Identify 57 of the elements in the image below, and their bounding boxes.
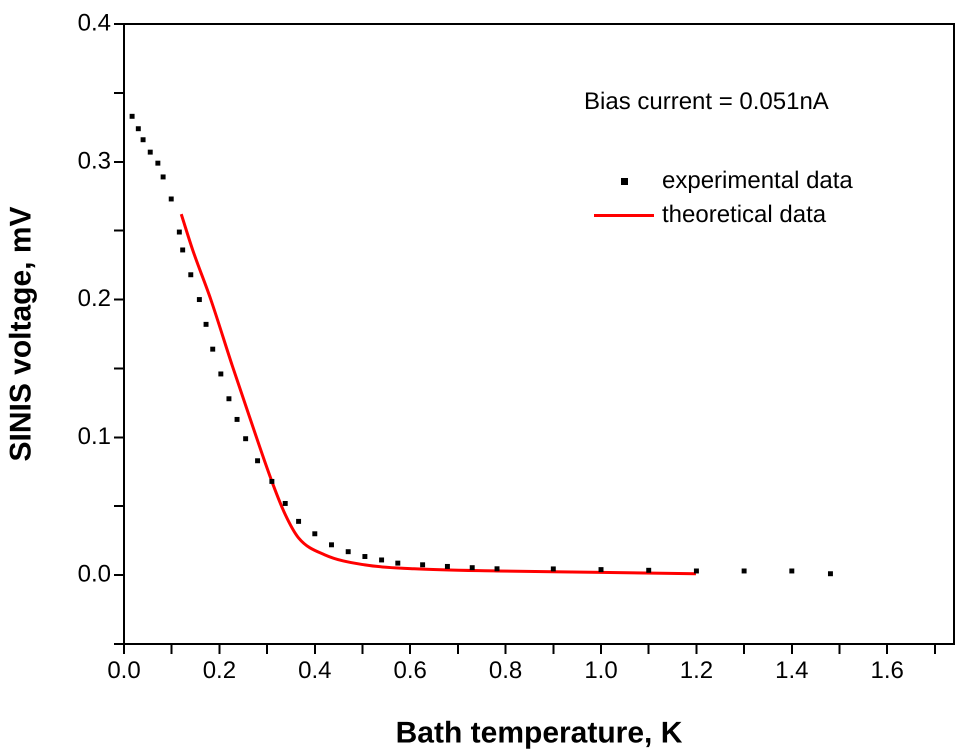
x-tick-label: 0.8 [488, 657, 522, 684]
x-tick-label: 0.0 [107, 657, 141, 684]
annotation: Bias current = 0.051nA [584, 88, 829, 116]
point [180, 247, 186, 252]
point [255, 458, 260, 464]
y-tick-label: 0.3 [78, 147, 111, 174]
x-axis-title: Bath temperature, K [396, 716, 683, 750]
point [312, 531, 318, 536]
point [470, 565, 475, 570]
point [395, 560, 400, 566]
point [130, 114, 135, 119]
y-tick-label: 0.1 [78, 422, 111, 450]
point [243, 436, 248, 442]
point [550, 566, 556, 572]
point [160, 174, 166, 180]
point [204, 322, 209, 327]
point [168, 196, 174, 202]
x-tick-label: 1.4 [775, 657, 809, 684]
point [226, 396, 232, 402]
point [196, 297, 202, 302]
point [346, 549, 351, 554]
x-tick-label: 0.2 [202, 657, 236, 684]
point [329, 542, 334, 548]
point [789, 568, 794, 574]
x-tick-label: 1.2 [680, 657, 714, 684]
point [188, 272, 194, 278]
legend-label: theoretical data [662, 201, 826, 229]
y-tick-label: 0.2 [78, 285, 111, 312]
point [598, 567, 604, 572]
point [379, 557, 384, 562]
point [155, 160, 160, 166]
point [646, 568, 652, 573]
point [420, 562, 426, 568]
point [494, 566, 500, 572]
point [742, 568, 747, 574]
point [694, 568, 699, 574]
point [296, 518, 302, 524]
point [444, 564, 450, 569]
point [210, 346, 216, 352]
x-tick-label: 0.4 [298, 657, 332, 684]
point [269, 478, 274, 484]
y-tick-label: 0.4 [78, 10, 111, 37]
point [828, 571, 833, 576]
y-axis-title: SINIS voltage, mV [4, 206, 38, 462]
x-tick-label: 1.6 [870, 657, 904, 684]
point [176, 230, 182, 235]
point [234, 416, 240, 422]
y-tick-label: 0.0 [78, 560, 111, 588]
point [362, 554, 368, 559]
point [218, 371, 224, 376]
x-tick-label: 0.6 [394, 657, 427, 684]
x-tick-label: 1.0 [584, 657, 618, 684]
legend-label: experimental data [662, 167, 853, 195]
point [140, 137, 146, 142]
point [148, 150, 153, 155]
point [136, 126, 141, 132]
point [282, 500, 288, 506]
